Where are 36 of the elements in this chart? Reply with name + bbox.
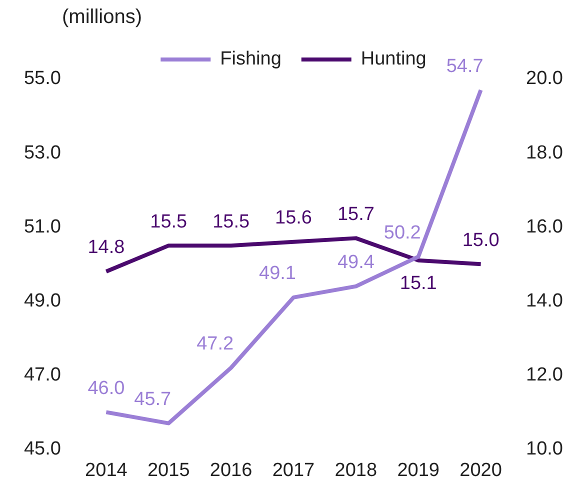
y2-tick-label: 12.0 — [526, 364, 564, 386]
y2-tick-label: 20.0 — [526, 68, 564, 90]
data-label: 14.8 — [88, 237, 125, 258]
x-tick-label: 2017 — [272, 460, 315, 481]
data-label: 15.7 — [337, 204, 374, 225]
x-tick-label: 2016 — [210, 460, 252, 481]
y2-tick-label: 16.0 — [526, 216, 564, 238]
legend-label: Hunting — [360, 48, 426, 70]
data-label: 15.5 — [150, 211, 188, 232]
data-label: 15.0 — [462, 230, 500, 251]
data-label: 15.6 — [275, 208, 312, 229]
data-label: 50.2 — [384, 222, 421, 244]
y-tick-label: 53.0 — [24, 142, 61, 164]
y2-tick-label: 18.0 — [526, 142, 564, 164]
x-tick-label: 2014 — [85, 460, 128, 481]
data-label: 47.2 — [196, 333, 234, 354]
y-axis-title: (millions) — [62, 6, 142, 29]
data-label: 46.0 — [88, 378, 125, 399]
data-label: 15.5 — [212, 211, 250, 232]
x-tick-label: 2018 — [334, 460, 378, 481]
y-tick-label: 51.0 — [24, 216, 61, 238]
y-tick-label: 55.0 — [24, 68, 61, 90]
y2-tick-label: 10.0 — [526, 438, 564, 460]
y-tick-label: 47.0 — [24, 364, 61, 386]
data-label: 54.7 — [446, 56, 484, 77]
data-label: 15.1 — [400, 273, 437, 294]
data-label: 45.7 — [134, 389, 172, 410]
y-tick-label: 45.0 — [24, 438, 61, 460]
y2-tick-label: 14.0 — [526, 290, 564, 312]
x-tick-label: 2015 — [147, 460, 190, 481]
legend-label: Fishing — [220, 48, 282, 70]
x-tick-label: 2020 — [460, 460, 502, 481]
data-label: 49.4 — [337, 252, 375, 274]
y-tick-label: 49.0 — [24, 290, 61, 312]
data-label: 49.1 — [259, 263, 296, 284]
x-tick-label: 2019 — [397, 460, 440, 481]
